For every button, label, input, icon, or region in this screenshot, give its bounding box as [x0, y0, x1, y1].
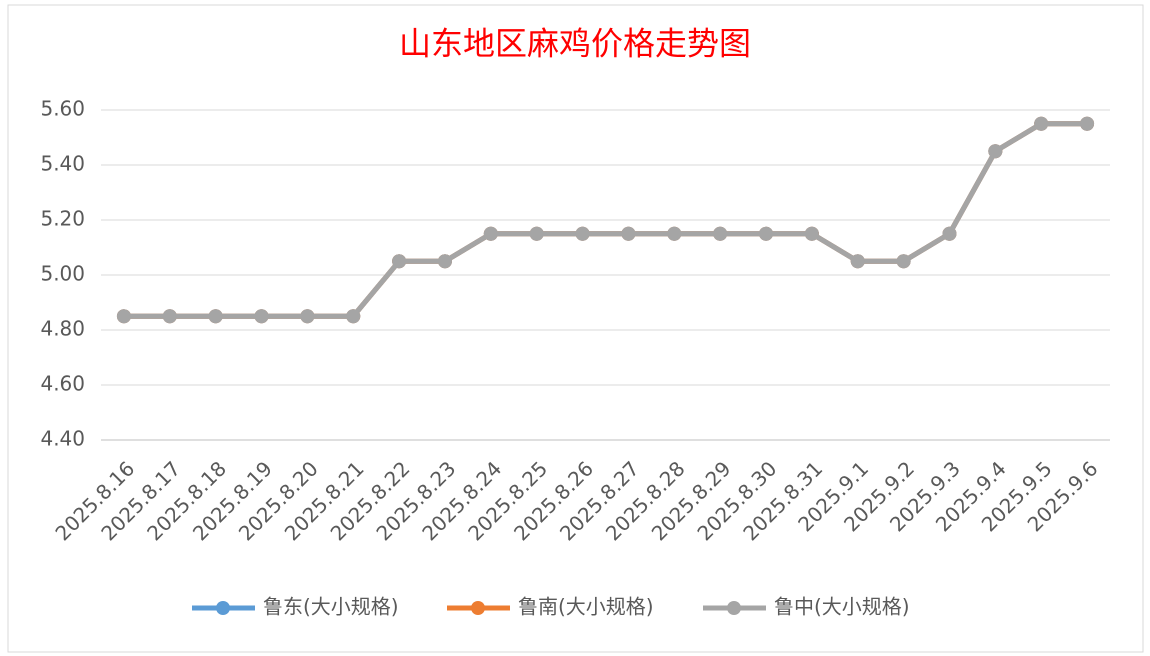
y-tick-label: 4.60: [40, 372, 85, 396]
data-point: [254, 309, 269, 324]
data-point: [1080, 116, 1095, 131]
data-point: [300, 309, 315, 324]
legend-label: 鲁东(大小规格): [263, 595, 399, 619]
data-point: [759, 226, 774, 241]
data-point: [346, 309, 361, 324]
data-point: [1034, 116, 1049, 131]
chart-frame: [7, 4, 1144, 653]
data-point: [116, 309, 131, 324]
data-point: [437, 254, 452, 269]
legend-label: 鲁中(大小规格): [774, 595, 910, 619]
y-tick-label: 5.60: [40, 97, 85, 121]
data-point: [988, 144, 1003, 159]
chart-title: 山东地区麻鸡价格走势图: [399, 25, 751, 63]
data-point: [713, 226, 728, 241]
data-point: [850, 254, 865, 269]
y-tick-label: 4.40: [40, 427, 85, 451]
series-line: [123, 121, 1088, 319]
legend-marker: [727, 601, 741, 615]
legend-label: 鲁南(大小规格): [518, 595, 654, 619]
data-point: [804, 226, 819, 241]
data-point: [575, 226, 590, 241]
data-point: [483, 226, 498, 241]
y-tick-label: 5.00: [40, 262, 85, 286]
data-point: [529, 226, 544, 241]
data-point: [621, 226, 636, 241]
data-point: [392, 254, 407, 269]
y-tick-label: 5.20: [40, 207, 85, 231]
y-tick-label: 4.80: [40, 317, 85, 341]
y-tick-label: 5.40: [40, 152, 85, 176]
data-point: [208, 309, 223, 324]
data-point: [942, 226, 957, 241]
data-point: [896, 254, 911, 269]
data-point: [667, 226, 682, 241]
legend-marker: [471, 601, 485, 615]
data-point: [162, 309, 177, 324]
legend-marker: [216, 601, 230, 615]
